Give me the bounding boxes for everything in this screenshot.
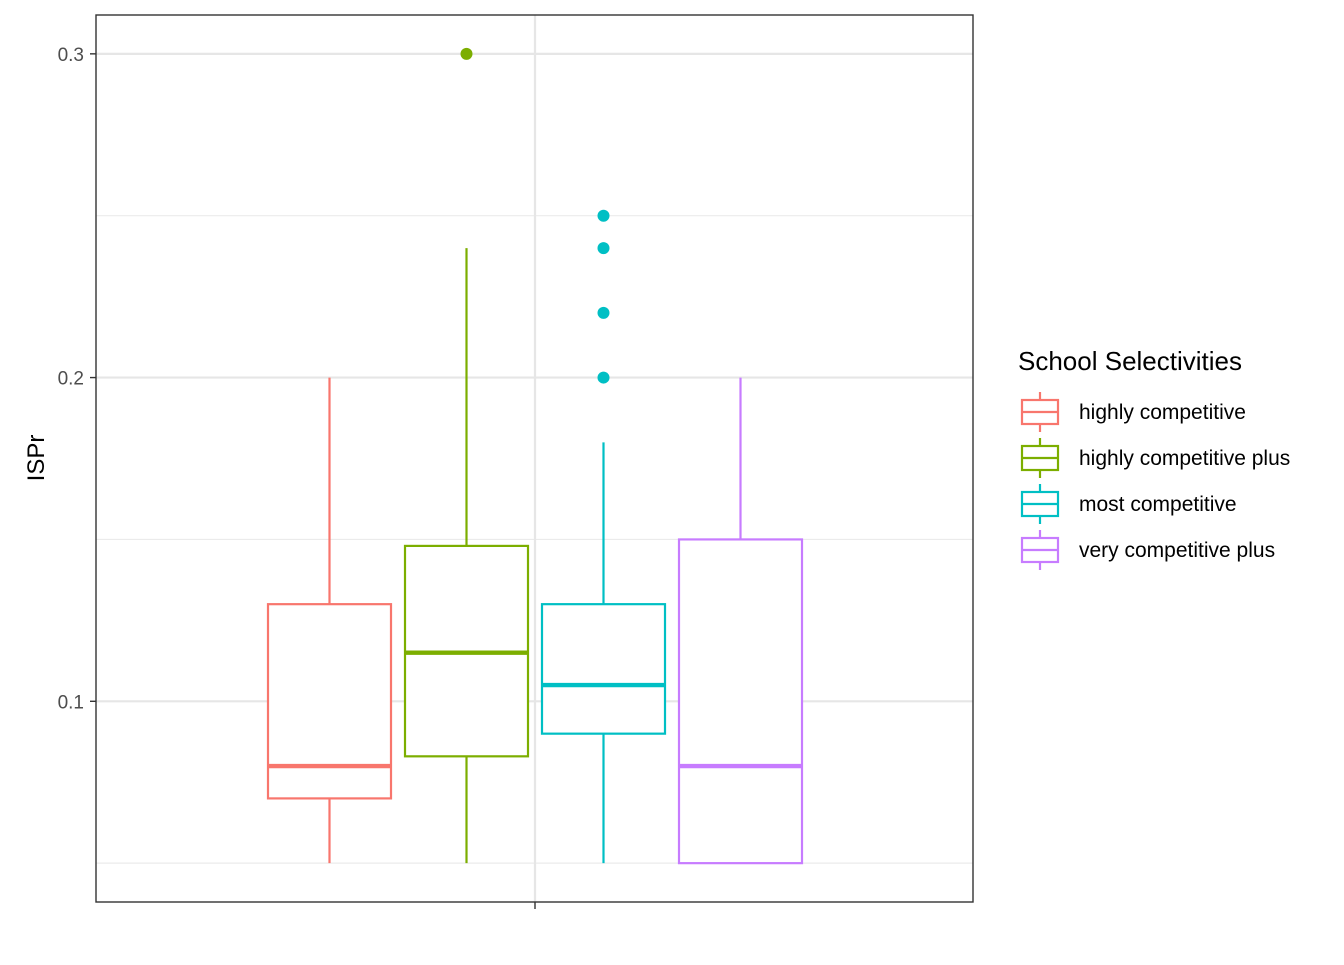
legend-label: very competitive plus: [1079, 539, 1275, 562]
outlier-point: [597, 306, 610, 319]
outlier-point: [460, 47, 473, 60]
iqr-box: [540, 603, 667, 735]
y-axis-title: ISPr: [23, 435, 50, 482]
outlier-point: [597, 209, 610, 222]
y-tick-label: 0.3: [58, 45, 84, 66]
legend-label: highly competitive plus: [1079, 447, 1290, 470]
iqr-box: [266, 603, 393, 800]
y-tick-label: 0.2: [58, 369, 84, 390]
boxplot-very-competitive-plus: [677, 377, 804, 865]
box-layer: [266, 47, 804, 865]
legend-label: highly competitive: [1079, 401, 1246, 424]
legend-title: School Selectivities: [1018, 346, 1242, 376]
legend: School Selectivities highly competitive h…: [1018, 346, 1290, 570]
grid-layer: [96, 15, 973, 902]
outlier-point: [597, 242, 610, 255]
legend-item: highly competitive: [1020, 392, 1246, 432]
boxplot-highly-competitive-plus: [403, 47, 530, 864]
axis-layer: ISPr 0.1 0.2 0.3: [23, 14, 974, 909]
boxplot-highly-competitive: [266, 377, 393, 864]
y-tick-label: 0.1: [58, 692, 84, 713]
legend-item: most competitive: [1020, 484, 1237, 524]
legend-label: most competitive: [1079, 493, 1237, 516]
legend-item: highly competitive plus: [1020, 438, 1290, 478]
outlier-point: [597, 371, 610, 384]
legend-item: very competitive plus: [1020, 530, 1275, 570]
boxplot-most-competitive: [540, 209, 667, 864]
iqr-box: [677, 538, 804, 865]
